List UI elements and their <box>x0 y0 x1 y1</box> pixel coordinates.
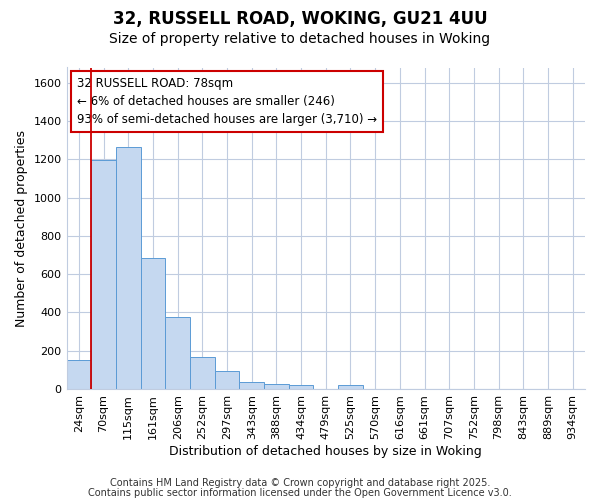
Text: Contains public sector information licensed under the Open Government Licence v3: Contains public sector information licen… <box>88 488 512 498</box>
Bar <box>239 382 264 389</box>
Y-axis label: Number of detached properties: Number of detached properties <box>15 130 28 326</box>
Text: 32 RUSSELL ROAD: 78sqm
← 6% of detached houses are smaller (246)
93% of semi-det: 32 RUSSELL ROAD: 78sqm ← 6% of detached … <box>77 77 377 126</box>
Bar <box>165 317 190 389</box>
Bar <box>190 358 215 389</box>
Text: Contains HM Land Registry data © Crown copyright and database right 2025.: Contains HM Land Registry data © Crown c… <box>110 478 490 488</box>
Bar <box>338 385 363 389</box>
Bar <box>289 385 313 389</box>
Bar <box>140 258 165 389</box>
Bar <box>215 371 239 389</box>
Bar <box>67 360 91 389</box>
Bar <box>91 160 116 389</box>
Bar <box>264 384 289 389</box>
Text: 32, RUSSELL ROAD, WOKING, GU21 4UU: 32, RUSSELL ROAD, WOKING, GU21 4UU <box>113 10 487 28</box>
Text: Size of property relative to detached houses in Woking: Size of property relative to detached ho… <box>109 32 491 46</box>
X-axis label: Distribution of detached houses by size in Woking: Distribution of detached houses by size … <box>169 444 482 458</box>
Bar <box>116 147 140 389</box>
